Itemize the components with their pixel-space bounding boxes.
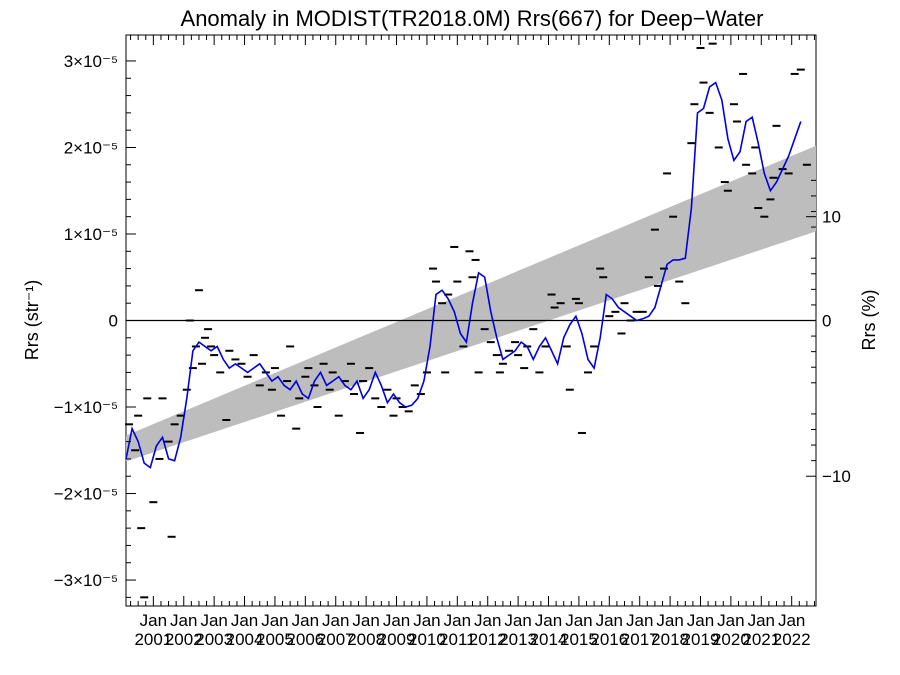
- x-tick-year-label: 2009: [378, 630, 416, 649]
- y2-tick-label: 0: [822, 312, 831, 331]
- x-tick-month-label: Jan: [535, 611, 562, 630]
- x-tick-year-label: 2014: [530, 630, 568, 649]
- y-tick-label: 3×10⁻⁵: [64, 52, 118, 71]
- x-tick-year-label: 2015: [560, 630, 598, 649]
- x-tick-year-label: 2020: [712, 630, 750, 649]
- x-tick-year-label: 2017: [621, 630, 659, 649]
- x-tick-year-label: 2008: [347, 630, 385, 649]
- x-tick-month-label: Jan: [292, 611, 319, 630]
- x-tick-year-label: 2007: [317, 630, 355, 649]
- x-tick-month-label: Jan: [565, 611, 592, 630]
- x-tick-month-label: Jan: [231, 611, 258, 630]
- x-tick-month-label: Jan: [444, 611, 471, 630]
- y2-tick-label: 10: [822, 208, 841, 227]
- x-tick-month-label: Jan: [748, 611, 775, 630]
- x-tick-month-label: Jan: [687, 611, 714, 630]
- x-tick-month-label: Jan: [383, 611, 410, 630]
- x-tick-month-label: Jan: [322, 611, 349, 630]
- x-tick-year-label: 2012: [469, 630, 507, 649]
- x-tick-month-label: Jan: [504, 611, 531, 630]
- x-tick-month-label: Jan: [656, 611, 683, 630]
- x-tick-month-label: Jan: [170, 611, 197, 630]
- x-axis: Jan2001Jan2002Jan2003Jan2004Jan2005Jan20…: [130, 35, 815, 649]
- y2-tick-label: −10: [822, 467, 851, 486]
- x-tick-year-label: 2001: [134, 630, 172, 649]
- x-tick-month-label: Jan: [261, 611, 288, 630]
- x-tick-year-label: 2019: [682, 630, 720, 649]
- x-tick-month-label: Jan: [474, 611, 501, 630]
- y-tick-label: 1×10⁻⁵: [64, 225, 118, 244]
- x-tick-month-label: Jan: [626, 611, 653, 630]
- y-tick-label: 2×10⁻⁵: [64, 138, 118, 157]
- x-tick-year-label: 2022: [773, 630, 811, 649]
- smooth-series-line: [125, 81, 802, 469]
- x-tick-year-label: 2018: [651, 630, 689, 649]
- x-tick-month-label: Jan: [778, 611, 805, 630]
- y-axis-label-right: Rrs (%): [859, 290, 879, 351]
- x-tick-month-label: Jan: [140, 611, 167, 630]
- x-tick-month-label: Jan: [596, 611, 623, 630]
- x-tick-month-label: Jan: [413, 611, 440, 630]
- chart-title: Anomaly in MODIST(TR2018.0M) Rrs(667) fo…: [181, 6, 764, 31]
- y-axis-left: 3×10⁻⁵ 2×10⁻⁵ 1×10⁻⁵ 0 −1×10⁻⁵ −2×10⁻⁵ −3×10⁻⁵: [54, 52, 136, 598]
- x-tick-month-label: Jan: [352, 611, 379, 630]
- y-tick-label: 0: [109, 312, 118, 331]
- smooth-line-layer: [125, 81, 802, 469]
- x-tick-year-label: 2021: [742, 630, 780, 649]
- x-tick-year-label: 2011: [439, 630, 476, 649]
- x-tick-year-label: 2006: [286, 630, 324, 649]
- y-tick-label: −3×10⁻⁵: [54, 571, 118, 590]
- x-tick-year-label: 2013: [499, 630, 537, 649]
- plot-area: [125, 34, 817, 607]
- y-axis-right: 10 0 −10: [806, 179, 851, 486]
- trend-band-layer: [126, 145, 816, 462]
- x-tick-month-label: Jan: [717, 611, 744, 630]
- x-tick-year-label: 2003: [195, 630, 233, 649]
- x-tick-year-label: 2010: [408, 630, 446, 649]
- x-tick-year-label: 2005: [256, 630, 294, 649]
- x-tick-year-label: 2004: [226, 630, 264, 649]
- x-tick-year-label: 2016: [590, 630, 628, 649]
- trend-band: [126, 145, 816, 462]
- y-tick-label: −2×10⁻⁵: [54, 485, 118, 504]
- y-axis-label-left: Rrs (str⁻¹): [22, 280, 42, 360]
- x-tick-month-label: Jan: [200, 611, 227, 630]
- x-tick-year-label: 2002: [165, 630, 203, 649]
- y-tick-label: −1×10⁻⁵: [54, 398, 118, 417]
